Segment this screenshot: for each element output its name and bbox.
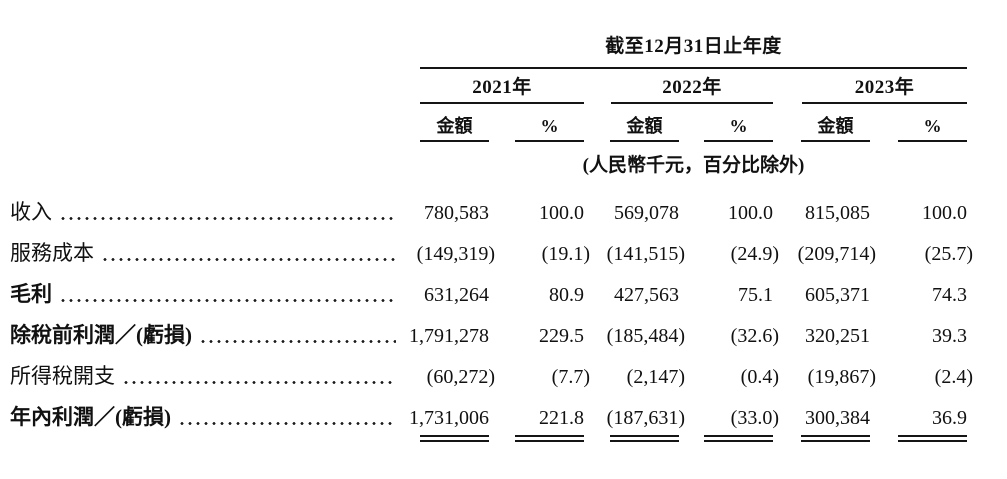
year-rule (611, 102, 773, 104)
amount-label: 金額 (436, 116, 473, 136)
cell-value: (24.9) (730, 243, 779, 265)
table-row-cost-of-services: 服務成本 (149,319) (19.1) (141,515) (24.9) (… (0, 233, 974, 274)
dot-leader (101, 258, 396, 261)
col-header-percent-2023: % (877, 114, 974, 142)
column-rule (610, 140, 679, 142)
cell-value: (25.7) (924, 243, 973, 265)
percent-label: % (923, 116, 942, 136)
cell-value: 427,563 (614, 284, 679, 306)
cell-value: (0.4) (740, 366, 779, 388)
table-row-gross-profit: 毛利 631,264 80.9 427,563 75.1 605,371 74.… (0, 274, 974, 315)
row-label: 除稅前利潤／(虧損) (10, 323, 192, 347)
amount-label: 金額 (817, 116, 854, 136)
cell-value: 780,583 (424, 202, 489, 224)
unit-note: (人民幣千元，百分比除外) (582, 155, 805, 176)
year-group-2023: 2023年 (780, 76, 974, 104)
column-rule (420, 140, 489, 142)
double-rule (801, 435, 870, 442)
row-label: 年內利潤／(虧損) (10, 405, 171, 429)
column-rule (801, 140, 870, 142)
cell-value: 100.0 (922, 202, 967, 224)
double-rule (610, 435, 679, 442)
cell-value: (7.7) (551, 366, 590, 388)
year-rule (802, 102, 967, 104)
cell-value: (32.6) (730, 325, 779, 347)
year-rule (420, 102, 584, 104)
cell-value: 1,731,006 (409, 407, 489, 429)
col-header-percent-2021: % (496, 114, 591, 142)
cell-value: 1,791,278 (409, 325, 489, 347)
percent-label: % (729, 116, 748, 136)
double-rule (898, 435, 967, 442)
cell-value: (19.1) (541, 243, 590, 265)
cell-value: 631,264 (424, 284, 489, 306)
year-label: 2022年 (662, 77, 722, 98)
cell-value: 300,384 (805, 407, 870, 429)
cell-value: 75.1 (738, 284, 773, 306)
dot-leader (59, 299, 396, 302)
cell-value: 100.0 (539, 202, 584, 224)
year-group-2021: 2021年 (401, 76, 591, 104)
column-rule (704, 140, 773, 142)
year-group-2022: 2022年 (591, 76, 780, 104)
cell-value: 229.5 (539, 325, 584, 347)
cell-value: 39.3 (932, 325, 967, 347)
cell-value: 100.0 (728, 202, 773, 224)
cell-value: (149,319) (416, 243, 495, 265)
total-double-rules (0, 435, 974, 442)
cell-value: 36.9 (932, 407, 967, 429)
row-label: 所得稅開支 (10, 364, 115, 388)
cell-value: 74.3 (932, 284, 967, 306)
cell-value: (33.0) (730, 407, 779, 429)
col-header-amount-2023: 金額 (780, 114, 877, 142)
cell-value: 221.8 (539, 407, 584, 429)
year-header-row: 2021年 2022年 2023年 (401, 76, 974, 104)
table-row-income-tax-expense: 所得稅開支 (60,272) (7.7) (2,147) (0.4) (19,8… (0, 356, 974, 397)
col-header-percent-2022: % (686, 114, 780, 142)
cell-value: 569,078 (614, 202, 679, 224)
year-label: 2023年 (854, 77, 915, 98)
column-rule (515, 140, 584, 142)
double-rule (420, 435, 489, 442)
cell-value: (209,714) (797, 243, 876, 265)
col-header-amount-2022: 金額 (591, 114, 686, 142)
cell-value: 605,371 (805, 284, 870, 306)
cell-value: (2.4) (934, 366, 973, 388)
dot-leader (178, 422, 396, 425)
cell-value: (60,272) (426, 366, 495, 388)
percent-label: % (540, 116, 559, 136)
cell-value: (187,631) (606, 407, 685, 429)
table-row-profit-for-the-year: 年內利潤／(虧損) 1,731,006 221.8 (187,631) (33.… (0, 397, 974, 438)
dot-leader (59, 217, 396, 220)
table-body: 收入 780,583 100.0 569,078 100.0 815,085 1… (0, 192, 974, 442)
table-row-profit-before-tax: 除稅前利潤／(虧損) 1,791,278 229.5 (185,484) (32… (0, 315, 974, 356)
row-label: 收入 (10, 200, 52, 224)
amount-label: 金額 (626, 116, 663, 136)
cell-value: 815,085 (805, 202, 870, 224)
row-label: 服務成本 (10, 241, 94, 265)
period-title: 截至12月31日止年度 (605, 36, 782, 57)
cell-value: (185,484) (606, 325, 685, 347)
dot-leader (199, 340, 396, 343)
header-rule (420, 67, 967, 69)
cell-value: 80.9 (549, 284, 584, 306)
row-label: 毛利 (10, 282, 52, 306)
double-rule (704, 435, 773, 442)
cell-value: (141,515) (606, 243, 685, 265)
col-header-amount-2021: 金額 (401, 114, 496, 142)
table-row-revenue: 收入 780,583 100.0 569,078 100.0 815,085 1… (0, 192, 974, 233)
double-rule (515, 435, 584, 442)
column-rule (898, 140, 967, 142)
column-header-row: 金額 % 金額 % 金額 % (401, 114, 974, 142)
table-header: 截至12月31日止年度 (420, 34, 967, 69)
cell-value: (19,867) (807, 366, 876, 388)
cell-value: 320,251 (805, 325, 870, 347)
dot-leader (122, 381, 396, 384)
cell-value: (2,147) (626, 366, 685, 388)
year-label: 2021年 (472, 77, 532, 98)
